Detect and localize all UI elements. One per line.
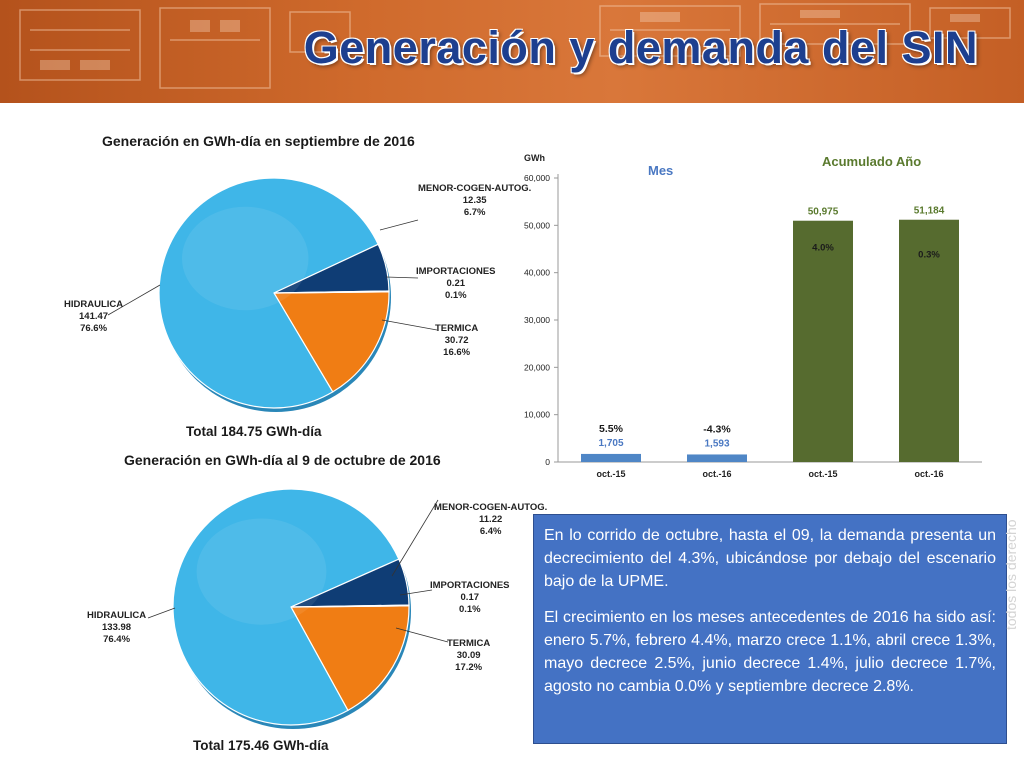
pie2-title: Generación en GWh-día al 9 de octubre de… — [124, 452, 441, 468]
pie2-hidraulica-value: 133.98 — [102, 622, 132, 633]
bar-y-tick-label: 60,000 — [524, 173, 550, 183]
info-paragraph-1: En lo corrido de octubre, hasta el 09, l… — [544, 527, 996, 590]
rights-watermark: todos los derecho — [1003, 519, 1019, 630]
bar-y-tick-label: 10,000 — [524, 410, 550, 420]
pie2-slice-termica — [289, 605, 410, 712]
info-paragraph-2: El crecimiento en los meses antecedentes… — [544, 609, 996, 695]
bar-value-label-2: 50,975 — [808, 207, 839, 218]
pie2-menor-value: 11.22 — [479, 514, 503, 525]
bar-growth-label-2: 4.0% — [812, 243, 834, 254]
info-box: En lo corrido de octubre, hasta el 09, l… — [533, 514, 1007, 744]
bar-category-label-0: oct.-15 — [596, 469, 625, 479]
pie2-label-menor: MENOR-COGEN-AUTOG. 11.22 6.4% — [434, 502, 547, 538]
pie1-termica-value: 30.72 — [444, 335, 469, 346]
pie1-highlight — [182, 206, 309, 311]
pie1-import-value: 0.21 — [446, 278, 466, 289]
header-banner: Generación y demanda del SIN — [0, 0, 1024, 103]
pie2-leader-line — [395, 627, 449, 643]
pie2-termica-name: TERMICA — [447, 638, 491, 649]
bar-3 — [899, 219, 959, 462]
bar-0 — [581, 453, 641, 462]
pie2-termica-value: 30.09 — [456, 650, 481, 661]
bar-1 — [687, 454, 747, 462]
pie1-leader-line — [381, 319, 438, 331]
bar-y-tick-label: 30,000 — [524, 315, 550, 325]
pie2-label-hidraulica: HIDRAULICA 133.98 76.4% — [87, 610, 146, 646]
pie2-chart — [147, 488, 449, 729]
pie2-leader-line — [391, 499, 439, 577]
pie2-menor-name: MENOR-COGEN-AUTOG. — [434, 502, 548, 513]
pie1-termica-pct: 16.6% — [443, 347, 471, 358]
pie2-termica-pct: 17.2% — [455, 662, 483, 673]
bar-y-tick-label: 0 — [545, 457, 550, 467]
pie1-total: Total 184.75 GWh-día — [186, 424, 322, 439]
bar-category-label-1: oct.-16 — [702, 469, 731, 479]
pie1-slice-termica — [272, 291, 390, 393]
pie1-label-import: IMPORTACIONES 0.21 0.1% — [416, 266, 496, 302]
pie1-menor-pct: 6.7% — [463, 207, 486, 218]
pie2-menor-pct: 6.4% — [479, 526, 502, 537]
pie1-leader-line — [385, 276, 419, 279]
pie1-import-pct: 0.1% — [444, 290, 467, 301]
bar-y-tick-label: 20,000 — [524, 362, 550, 372]
pie2-highlight — [196, 518, 327, 625]
pie2-slice-importaciones — [290, 604, 410, 608]
pie1-hidraulica-value: 141.47 — [79, 311, 109, 322]
bar-value-label-1: 1,593 — [704, 438, 729, 449]
pie1-slice-importaciones — [273, 290, 390, 294]
pie1-import-name: IMPORTACIONES — [416, 266, 496, 277]
pie1-slice-hidraulica — [158, 177, 379, 409]
pie1-menor-value: 12.35 — [462, 195, 487, 206]
bar-category-label-2: oct.-15 — [808, 469, 837, 479]
pie1-label-menor: MENOR-COGEN-AUTOG. 12.35 6.7% — [418, 183, 531, 219]
bar-value-label-0: 1,705 — [598, 438, 623, 449]
banner-decoration — [19, 3, 1011, 89]
pie2-label-termica: TERMICA 30.09 17.2% — [447, 638, 490, 674]
pie1-label-hidraulica: HIDRAULICA 141.47 76.6% — [64, 299, 123, 335]
pie2-leader-line — [147, 607, 176, 619]
bar-2 — [793, 220, 853, 462]
bar-y-tick-label: 50,000 — [524, 220, 550, 230]
pie2-import-pct: 0.1% — [458, 604, 481, 615]
pie1-hidraulica-pct: 76.6% — [80, 323, 108, 334]
pie1-termica-name: TERMICA — [435, 323, 479, 334]
pie2-label-import: IMPORTACIONES 0.17 0.1% — [430, 580, 510, 616]
pie2-hidraulica-pct: 76.4% — [103, 634, 131, 645]
bar-y-unit-label: GWh — [524, 153, 545, 163]
bar-chart: GWh 0 10,000 20,000 30,000 40,000 50,000 60,000… — [524, 153, 982, 479]
bar-y-tick-label: 40,000 — [524, 268, 550, 278]
bar-growth-label-1: -4.3% — [703, 423, 731, 435]
bar-value-label-3: 51,184 — [914, 206, 945, 217]
bar-group-label-mes: Mes — [648, 163, 673, 178]
pie1-leader-line — [379, 219, 419, 231]
pie2-hidraulica-name: HIDRAULICA — [87, 610, 147, 621]
pie1-hidraulica-name: HIDRAULICA — [64, 299, 124, 310]
pie1-label-termica: TERMICA 30.72 16.6% — [435, 323, 478, 359]
page-title: Generación y demanda del SIN — [303, 22, 978, 73]
bar-group-label-acumulado: Acumulado Año — [822, 154, 921, 169]
pie2-leader-line — [399, 589, 433, 596]
pie2-total: Total 175.46 GWh-día — [193, 738, 329, 753]
pie1-chart — [107, 177, 438, 412]
bar-category-label-3: oct.-16 — [914, 469, 943, 479]
pie2-import-name: IMPORTACIONES — [430, 580, 510, 591]
pie1-leader-line — [107, 284, 161, 316]
bar-growth-label-0: 5.5% — [599, 423, 624, 435]
pie1-title: Generación en GWh-día en septiembre de 2… — [102, 133, 415, 149]
pie1-menor-name: MENOR-COGEN-AUTOG. — [418, 183, 532, 194]
pie2-slice-hidraulica — [172, 488, 400, 726]
pie2-import-value: 0.17 — [460, 592, 480, 603]
bar-growth-label-3: 0.3% — [918, 250, 940, 261]
